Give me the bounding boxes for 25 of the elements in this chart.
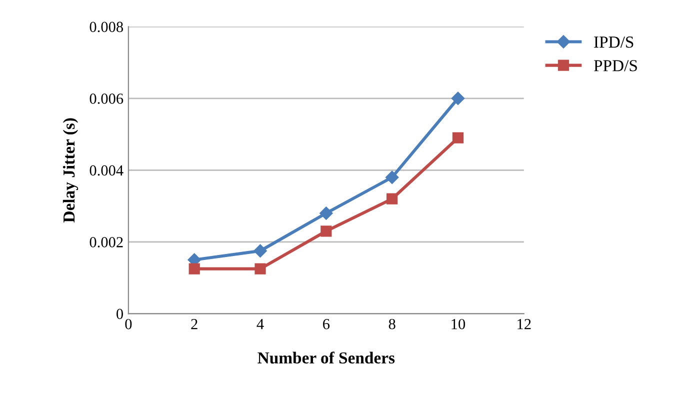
y-tick-label: 0.006 (90, 94, 124, 104)
point (254, 263, 266, 274)
legend-label: PPD/S (594, 60, 637, 72)
y-tick-label: 0 (116, 308, 123, 320)
point (320, 226, 332, 237)
point (386, 193, 398, 204)
x-axis-title: Number of Senders (258, 352, 395, 364)
x-tick-label: 4 (256, 319, 264, 330)
legend-label: IPD/S (594, 36, 634, 48)
point (254, 244, 267, 258)
y-axis-title: Delay Jitter (s) (62, 118, 78, 222)
x-tick-label: 12 (518, 318, 531, 330)
point (451, 92, 465, 105)
point (188, 263, 200, 274)
point (452, 132, 464, 144)
x-tick-label: 8 (388, 318, 396, 330)
y-tick-label: 0.008 (90, 22, 123, 32)
point (320, 206, 333, 220)
x-tick-label: 0 (125, 318, 132, 330)
y-tick-label: 0.002 (90, 237, 123, 248)
y-tick-label: 0.004 (90, 165, 124, 176)
x-tick-label: 10 (452, 318, 466, 330)
x-tick-label: 2 (191, 318, 198, 330)
point (385, 170, 399, 184)
x-tick-label: 6 (323, 318, 330, 330)
